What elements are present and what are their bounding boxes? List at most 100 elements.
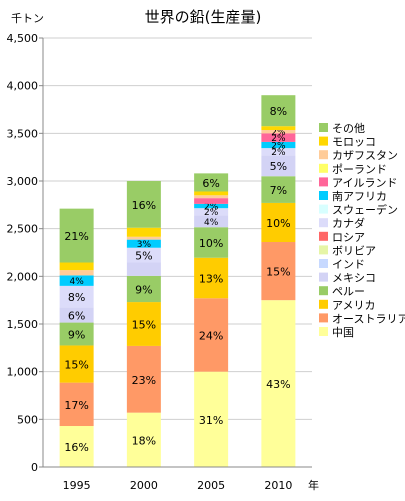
bar-segment (194, 371, 229, 467)
data-label: 10% (199, 237, 223, 250)
bar-segment (194, 191, 229, 196)
legend-swatch (319, 313, 328, 323)
y-tick-label: 2,500 (7, 223, 39, 236)
bar-segment (194, 198, 229, 204)
bar-segment (126, 236, 161, 240)
legend-swatch (319, 150, 328, 160)
bar-segment (59, 345, 94, 383)
data-label: 7% (270, 184, 287, 197)
legend-swatch (319, 299, 328, 309)
bar-segment (194, 203, 229, 209)
data-label: 2% (271, 148, 286, 158)
x-tick-label: 2005 (197, 479, 225, 492)
data-label: 6% (202, 177, 219, 190)
chart-title: 世界の鉛(生産量) (145, 8, 262, 26)
bar-segment (194, 227, 229, 258)
data-label: 23% (132, 374, 156, 387)
legend-swatch (319, 327, 328, 336)
legend-swatch (319, 177, 328, 187)
bar-segment (194, 298, 229, 372)
data-label: 16% (132, 199, 156, 212)
legend-swatch (319, 136, 328, 146)
bar-segment (261, 176, 296, 203)
legend-swatch (319, 272, 328, 282)
bar-segment (126, 181, 161, 228)
bar-segment (59, 307, 94, 323)
legend-label: ボリビア (332, 244, 376, 257)
data-label: 4% (204, 218, 219, 228)
y-tick-label: 2,000 (7, 270, 39, 283)
bar-segment (126, 302, 161, 346)
legend-label: オーストラリア (332, 312, 405, 325)
data-label: 4% (69, 277, 84, 287)
bar-segment (261, 133, 296, 142)
bar-segment (126, 345, 161, 413)
bar-segment (261, 300, 296, 467)
data-label: 2% (271, 142, 286, 152)
data-label: 18% (132, 434, 156, 447)
bar-segment (59, 270, 94, 276)
data-label: 2% (204, 208, 219, 218)
bar-segment (261, 126, 296, 130)
y-axis: 0 500 1,000 1,500 2,000 2,500 3,000 3,500 4,000 4… (7, 32, 44, 474)
data-label: 24% (199, 329, 223, 342)
legend-label: ロシア (332, 231, 365, 244)
legend-label: カナダ (332, 216, 365, 230)
y-tick-label: 1,000 (7, 366, 39, 379)
data-label: 5% (135, 250, 152, 263)
legend-label: インド (332, 258, 365, 271)
y-tick-label: 500 (17, 413, 38, 426)
data-label: 9% (68, 329, 85, 342)
data-label: 6% (68, 309, 85, 322)
bar-segment (59, 285, 94, 308)
legend-label: 南アフリカ (332, 190, 387, 203)
bar-segment (194, 257, 229, 299)
legend-label: スウェーデン (332, 203, 398, 217)
bar-segment (126, 239, 161, 248)
y-tick-label: 4,500 (7, 32, 39, 45)
data-label: 21% (64, 230, 88, 243)
legend-label: モロッコ (332, 136, 376, 149)
legend-swatch (319, 259, 328, 268)
legend-swatch (319, 286, 328, 296)
data-label: 13% (199, 273, 223, 286)
data-label: 17% (64, 399, 88, 412)
data-label: 2% (271, 134, 286, 144)
data-label: 2% (204, 203, 219, 213)
data-label: 5% (270, 160, 287, 173)
bar-segment (261, 129, 296, 134)
legend-swatch (319, 191, 328, 200)
legend-label: アメリカ (332, 299, 375, 312)
bar-segment (126, 247, 161, 263)
legend-label: カザフスタン (332, 149, 398, 162)
legend-swatch (319, 231, 328, 241)
data-label: 10% (266, 217, 290, 230)
data-label: 15% (266, 266, 290, 279)
bar-segment (59, 382, 94, 427)
bar-segment (59, 322, 94, 346)
bar-segment (59, 426, 94, 467)
data-label: 43% (266, 378, 290, 391)
bar-segment (59, 262, 94, 271)
x-tick-label: 2010 (264, 479, 292, 492)
y-tick-label: 0 (31, 461, 38, 474)
bar-segment (126, 262, 161, 276)
bar-segment (261, 148, 296, 156)
bar-segment (194, 173, 229, 192)
bar-segment (261, 95, 296, 127)
legend-label: その他 (332, 122, 365, 135)
bar-segment (59, 275, 94, 286)
legend-swatch (319, 245, 328, 255)
data-label: 16% (64, 441, 88, 454)
legend-label: メキシコ (332, 272, 376, 285)
data-label: 2% (271, 128, 286, 138)
bar-segment (261, 155, 296, 177)
y-tick-label: 1,500 (7, 318, 39, 331)
y-axis-unit-label: 千トン (11, 12, 44, 25)
data-label: 15% (132, 319, 156, 332)
legend-label: ペルー (332, 285, 365, 298)
y-tick-label: 3,000 (7, 175, 39, 188)
bar-segment (194, 195, 229, 199)
